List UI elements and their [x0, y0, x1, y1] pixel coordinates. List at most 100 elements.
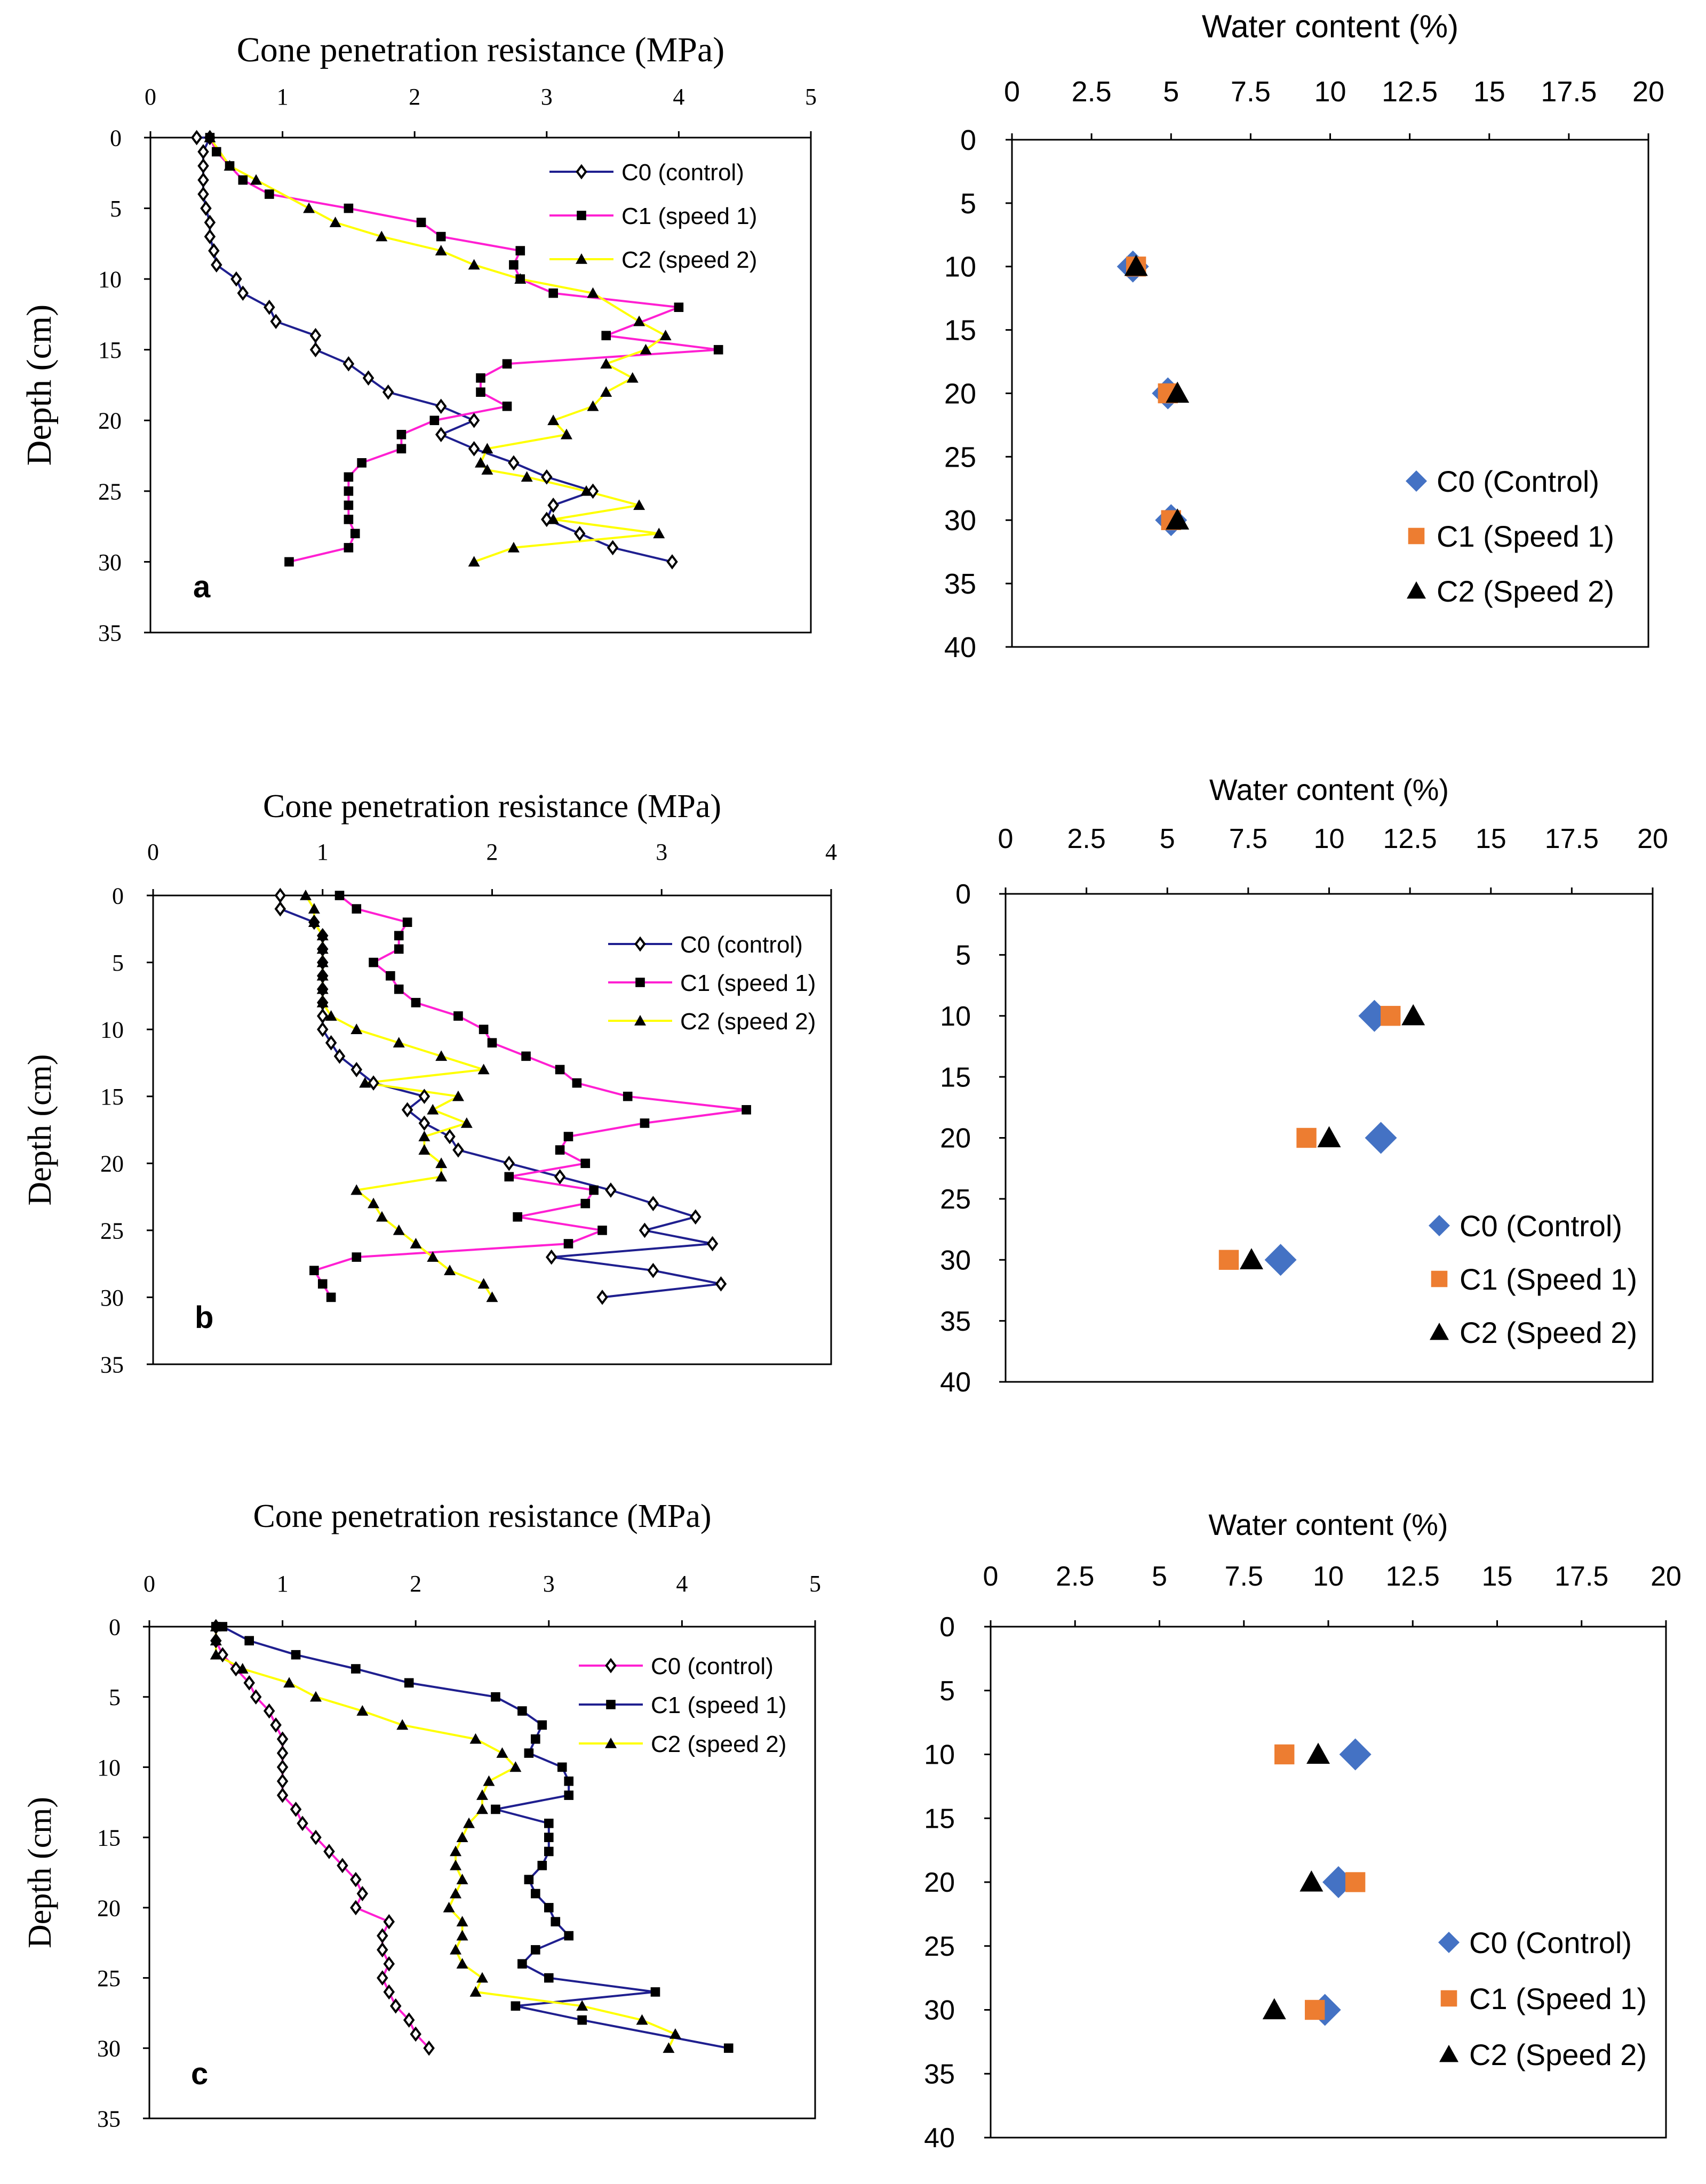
x-tick-label: 15 — [1476, 823, 1506, 854]
data-point — [344, 543, 354, 553]
x-tick-label: 17.5 — [1541, 76, 1597, 108]
data-point — [393, 1037, 405, 1048]
data-point — [481, 464, 493, 475]
data-point — [1262, 1998, 1286, 2020]
legend-marker — [606, 1700, 616, 1709]
legend-marker — [1440, 1990, 1457, 2007]
data-point — [713, 345, 723, 355]
data-point — [555, 1145, 565, 1155]
legend-marker — [635, 978, 645, 987]
data-point — [1317, 1126, 1341, 1148]
data-point — [589, 1185, 599, 1195]
data-point — [1218, 1250, 1239, 1270]
data-point — [352, 904, 362, 914]
data-point — [404, 1678, 414, 1688]
data-point — [1124, 254, 1148, 276]
y-tick-label: 0 — [112, 883, 124, 909]
data-point — [333, 1049, 346, 1064]
data-point — [309, 1266, 319, 1275]
data-point — [396, 444, 406, 454]
data-point — [600, 358, 612, 369]
data-point — [452, 1090, 464, 1101]
data-point — [224, 160, 236, 171]
data-point — [468, 259, 480, 270]
cpr-chart-b: 0 1 2 3 4 0 5 10 15 20 25 30 35 Cone penetration resi… — [22, 788, 837, 1378]
legend-label: C0 (control) — [621, 159, 744, 186]
x-tick-label: 2 — [487, 839, 498, 865]
data-point — [647, 1196, 659, 1211]
data-point — [376, 230, 388, 242]
x-tick-label: 10 — [1314, 823, 1345, 854]
data-point — [647, 1262, 659, 1278]
data-point — [476, 1803, 488, 1814]
legend-label: C2 (Speed 2) — [1469, 2038, 1647, 2071]
data-point — [1339, 1738, 1372, 1771]
data-point — [481, 443, 493, 454]
data-point — [276, 1745, 289, 1761]
data-point — [742, 1105, 751, 1115]
x-tick-label: 4 — [673, 84, 684, 110]
legend-label: C1 (speed 1) — [651, 1692, 786, 1718]
x-tick-label: 10 — [1313, 1561, 1344, 1592]
data-point — [502, 401, 512, 411]
data-point — [350, 1871, 362, 1887]
data-point — [394, 985, 404, 994]
data-point — [572, 1078, 582, 1088]
data-point — [640, 343, 652, 355]
data-point — [243, 1675, 255, 1691]
data-point — [310, 1691, 322, 1702]
y-axis-label: Depth (cm) — [22, 1054, 58, 1205]
data-point — [204, 229, 216, 244]
legend-label: C0 (Control) — [1469, 1926, 1632, 1959]
data-point — [303, 202, 315, 213]
legend-label: C1 (Speed 1) — [1460, 1262, 1637, 1296]
data-point — [204, 132, 216, 142]
y-tick-label: 0 — [955, 879, 971, 910]
data-point — [443, 1901, 455, 1913]
data-point — [521, 1051, 531, 1061]
data-point — [477, 1063, 490, 1075]
data-point — [435, 427, 447, 443]
data-point — [236, 1663, 249, 1674]
x-tick-label: 1 — [317, 839, 329, 865]
data-point — [410, 1237, 422, 1249]
data-point — [403, 2012, 415, 2028]
data-point — [1306, 1742, 1330, 1764]
data-point — [1239, 1248, 1263, 1269]
x-tick-label: 17.5 — [1545, 823, 1599, 854]
data-point — [276, 1773, 289, 1789]
data-point — [1300, 1870, 1324, 1892]
axis-title: Cone penetration resistance (MPa) — [237, 30, 725, 69]
panel-label: b — [195, 1300, 213, 1335]
data-point — [557, 1762, 567, 1772]
data-point — [1365, 1122, 1397, 1154]
data-point — [393, 1224, 405, 1235]
legend-label: C2 (Speed 2) — [1460, 1316, 1637, 1349]
legend-label: C1 (speed 1) — [680, 970, 816, 996]
data-point — [250, 1689, 262, 1705]
data-point — [502, 359, 512, 369]
data-point — [1166, 381, 1190, 403]
y-tick-label: 15 — [944, 315, 976, 347]
data-point — [427, 1251, 439, 1262]
x-tick-label: 3 — [656, 839, 667, 865]
data-point — [208, 243, 220, 259]
data-point — [548, 288, 558, 298]
data-point — [276, 1759, 289, 1775]
data-point — [369, 957, 378, 967]
data-point — [444, 1129, 456, 1145]
data-point — [344, 203, 354, 213]
data-point — [210, 1621, 222, 1631]
data-point — [418, 1089, 431, 1105]
data-point — [351, 1664, 361, 1674]
data-point — [197, 158, 209, 174]
data-point — [476, 373, 485, 383]
legend-label: C1 (Speed 1) — [1437, 519, 1614, 553]
data-point — [513, 1212, 522, 1222]
data-point — [577, 2015, 587, 2025]
data-point — [547, 498, 559, 513]
panel-label: a — [193, 570, 211, 604]
data-point — [197, 172, 209, 188]
x-tick-label: 1 — [277, 84, 289, 110]
y-axis-label: Depth (cm) — [20, 305, 59, 466]
